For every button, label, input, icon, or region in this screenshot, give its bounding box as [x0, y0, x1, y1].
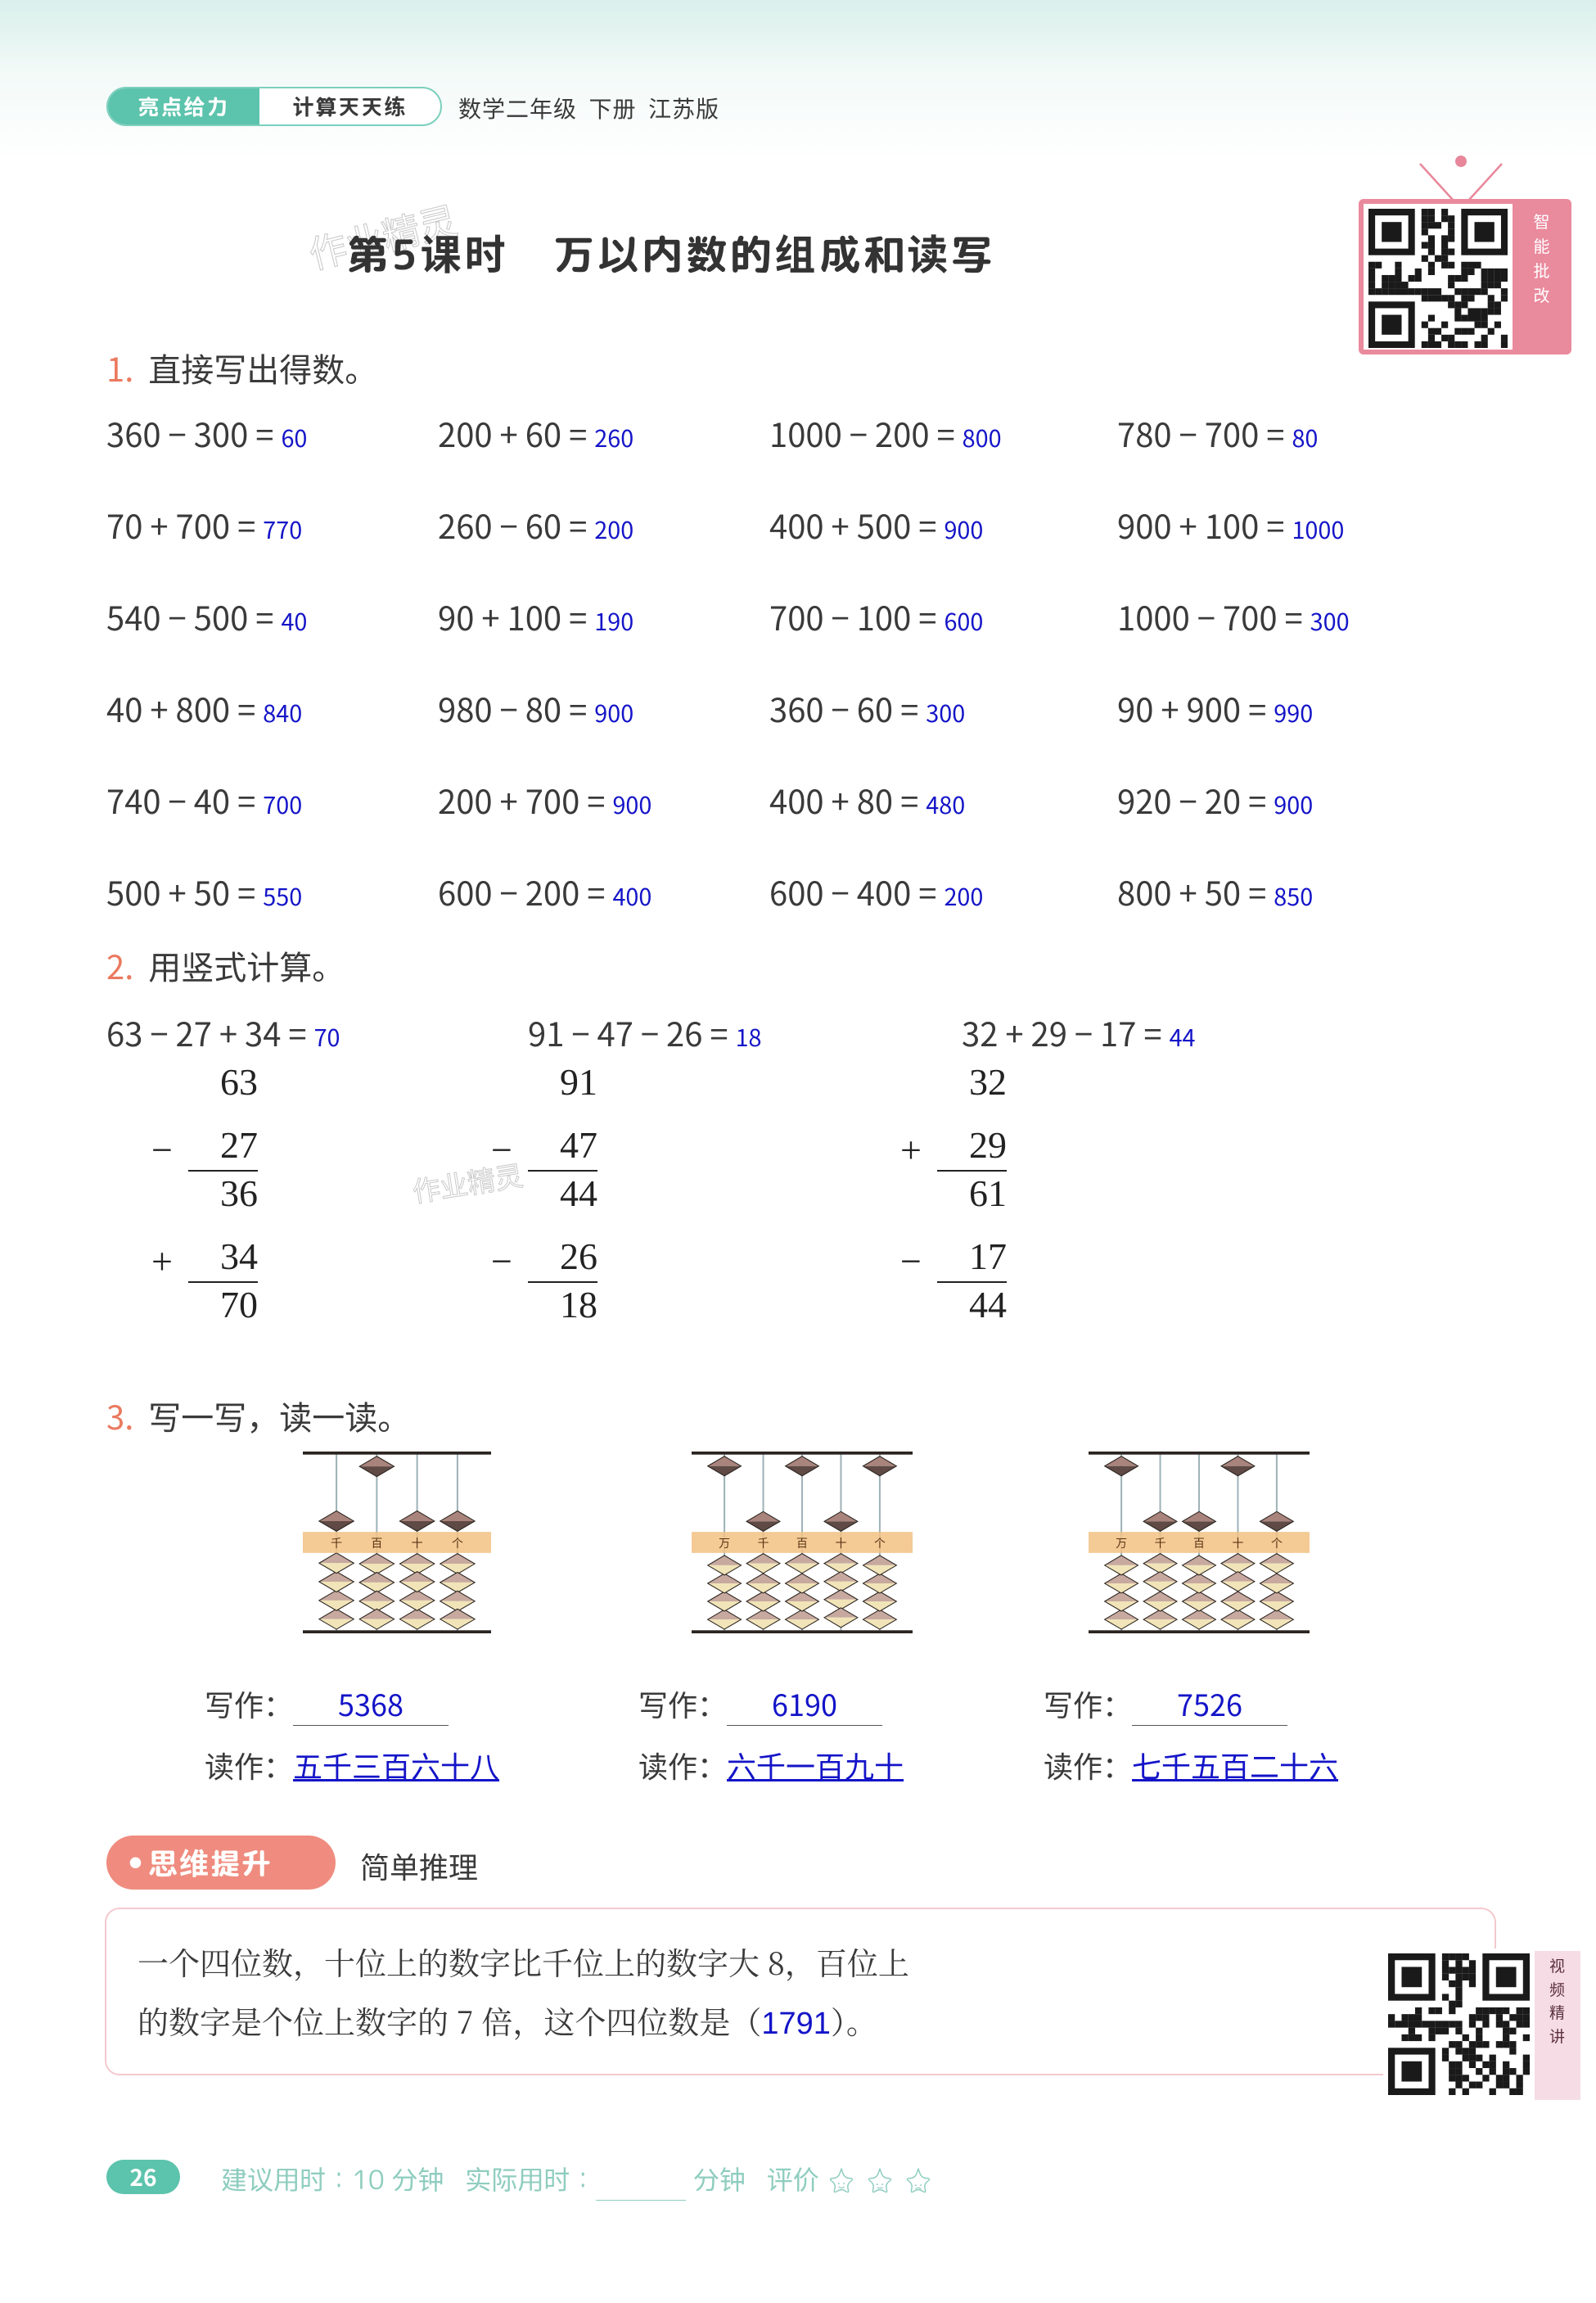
- svg-text:百: 百: [1193, 1538, 1205, 1551]
- svg-text:百: 百: [796, 1538, 808, 1551]
- svg-text:个: 个: [452, 1538, 463, 1551]
- svg-text:千: 千: [758, 1538, 769, 1551]
- svg-text:十: 十: [412, 1538, 423, 1551]
- svg-text:个: 个: [874, 1538, 886, 1551]
- svg-text:万: 万: [1116, 1538, 1127, 1551]
- svg-text:百: 百: [371, 1538, 382, 1551]
- svg-text:千: 千: [1155, 1538, 1166, 1551]
- svg-text:万: 万: [719, 1538, 730, 1551]
- svg-text:个: 个: [1271, 1538, 1283, 1551]
- svg-text:十: 十: [835, 1538, 846, 1551]
- svg-text:千: 千: [331, 1538, 342, 1551]
- svg-text:十: 十: [1232, 1538, 1243, 1551]
